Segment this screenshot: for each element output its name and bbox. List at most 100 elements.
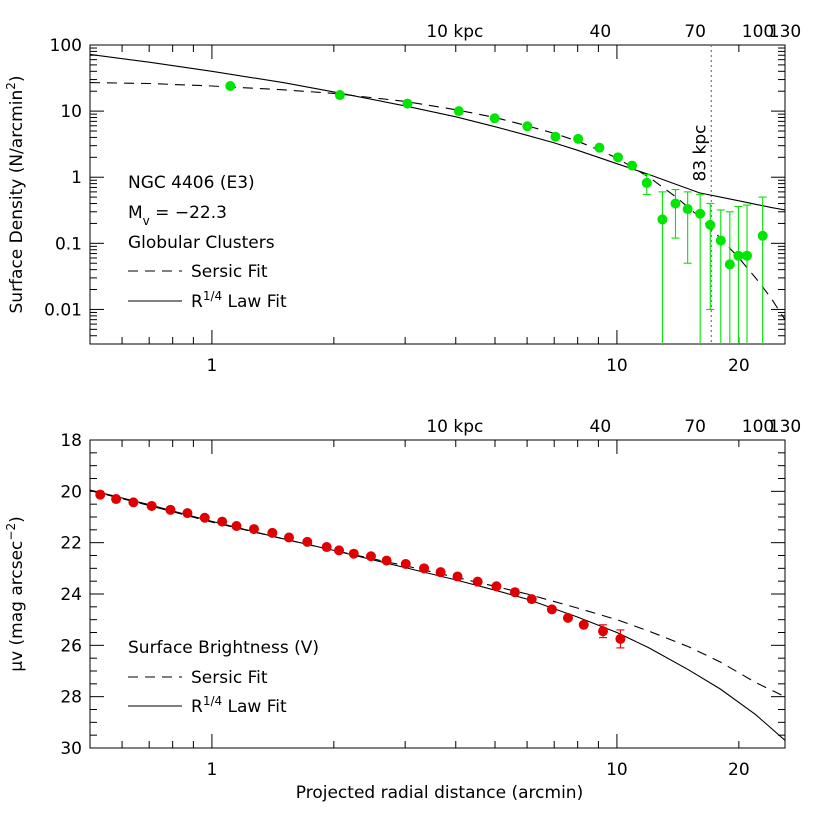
annotation-text: NGC 4406 (E3) <box>128 173 255 193</box>
x-ticks <box>89 440 740 748</box>
data-point <box>199 512 210 523</box>
annotation-text: Surface Brightness (V) <box>128 638 319 658</box>
data-point <box>381 555 392 566</box>
top-axis-label: 130 <box>769 22 801 42</box>
legend-label: R1/4 Law Fit <box>191 289 287 312</box>
top-axis-label: 40 <box>590 22 612 42</box>
data-point <box>562 612 573 623</box>
y-axis-title: Surface Density (N/arcmin2) <box>4 76 27 314</box>
data-point <box>111 494 122 505</box>
data-point <box>248 524 259 535</box>
y-tick-label: 0.1 <box>55 234 82 254</box>
data-point <box>267 527 278 538</box>
top-axis-label: 10 kpc <box>426 417 483 437</box>
data-point <box>733 250 744 261</box>
top-axis-label: 70 <box>684 417 706 437</box>
x-tick-label: 10 <box>606 356 628 376</box>
data-point <box>452 571 463 582</box>
data-point <box>231 520 242 531</box>
data-point <box>334 545 345 556</box>
data-point <box>400 558 411 569</box>
data-point <box>419 563 430 574</box>
data-point <box>594 142 605 153</box>
top-axis-label: 100 <box>742 22 774 42</box>
data-point <box>321 542 332 553</box>
x-tick-label: 1 <box>207 356 218 376</box>
data-point <box>146 500 157 511</box>
data-point <box>627 160 638 171</box>
data-point <box>472 576 483 587</box>
data-point <box>715 235 726 246</box>
x-tick-label: 10 <box>606 760 628 780</box>
data-point <box>365 551 376 562</box>
y-tick-label: 100 <box>50 36 82 56</box>
r14-law-fit-curve <box>90 53 785 211</box>
data-point <box>598 626 609 637</box>
annotation-text: Globular Clusters <box>128 233 275 253</box>
legend-label: R1/4 Law Fit <box>191 694 287 717</box>
top-axis-label: 70 <box>684 22 706 42</box>
data-point <box>612 152 623 163</box>
legend-label: Sersic Fit <box>191 668 268 688</box>
data-point <box>334 90 345 101</box>
y-ticks <box>90 44 785 345</box>
y-tick-label: 30 <box>60 739 82 759</box>
x-tick-label: 20 <box>728 356 750 376</box>
x-tick-label: 20 <box>728 760 750 780</box>
plot-data <box>90 489 785 741</box>
data-point <box>182 508 193 519</box>
data-point <box>641 177 652 188</box>
data-point <box>348 548 359 559</box>
data-point <box>435 567 446 578</box>
data-point <box>402 98 413 109</box>
y-tick-label: 18 <box>60 431 82 451</box>
data-point <box>522 121 533 132</box>
legend-label: Sersic Fit <box>191 262 268 282</box>
data-point <box>682 204 693 215</box>
data-point <box>526 594 537 605</box>
data-point <box>742 250 753 261</box>
data-point <box>705 219 716 230</box>
data-point <box>489 113 500 124</box>
data-point <box>491 581 502 592</box>
data-point <box>165 504 176 515</box>
x-ticks <box>89 45 740 344</box>
data-point <box>95 489 106 500</box>
data-point <box>225 80 236 91</box>
top-axis-label: 100 <box>742 417 774 437</box>
plot-data <box>90 45 785 344</box>
data-point <box>578 619 589 630</box>
y-tick-label: 28 <box>60 688 82 708</box>
data-point <box>128 497 139 508</box>
vline-label: 83 kpc <box>690 124 710 181</box>
data-point <box>453 106 464 117</box>
top-axis-label: 10 kpc <box>426 22 483 42</box>
data-point <box>284 532 295 543</box>
y-tick-label: 1 <box>71 168 82 188</box>
y-tick-label: 24 <box>60 585 82 605</box>
plot-frame <box>89 44 786 345</box>
y-tick-label: 20 <box>60 482 82 502</box>
data-point <box>615 633 626 644</box>
x-tick-label: 1 <box>207 760 218 780</box>
y-axis-title: μv (mag arcsec−2) <box>4 516 27 671</box>
data-point <box>302 536 313 547</box>
y-tick-label: 22 <box>60 534 82 554</box>
top-axis-label: 130 <box>769 417 801 437</box>
y-tick-label: 0.01 <box>44 300 82 320</box>
annotation-magnitude: Mv = −22.3 <box>128 203 227 228</box>
data-point <box>724 259 735 270</box>
data-point <box>657 214 668 225</box>
data-point <box>695 208 706 219</box>
y-tick-label: 26 <box>60 636 82 656</box>
data-point <box>509 587 520 598</box>
data-point <box>217 516 228 527</box>
data-point <box>546 604 557 615</box>
data-point <box>573 133 584 144</box>
data-point <box>550 131 561 142</box>
data-point <box>670 198 681 209</box>
